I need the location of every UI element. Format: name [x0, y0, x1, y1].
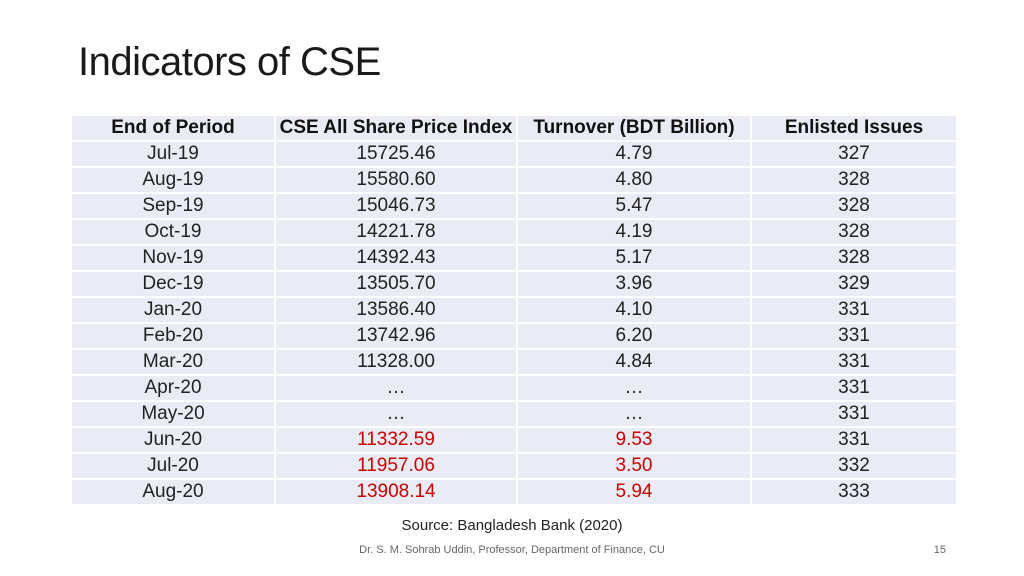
header-enlisted-issues: Enlisted Issues	[752, 116, 956, 140]
table-body: Jul-19 15725.46 4.79 327 Aug-19 15580.60 4.80 3…	[72, 142, 956, 504]
cell-turnover: 3.96	[518, 272, 750, 296]
cell-turnover: 4.19	[518, 220, 750, 244]
table-row: Sep-19 15046.73 5.47 328	[72, 194, 956, 218]
cell-period: Nov-19	[72, 246, 274, 270]
cell-period: Sep-19	[72, 194, 274, 218]
cell-enlisted-issues: 331	[752, 298, 956, 322]
table-row: Oct-19 14221.78 4.19 328	[72, 220, 956, 244]
cell-enlisted-issues: 331	[752, 428, 956, 452]
cell-turnover: 5.17	[518, 246, 750, 270]
cell-price-index: 11328.00	[276, 350, 516, 374]
footer-author: Dr. S. M. Sohrab Uddin, Professor, Depar…	[359, 544, 665, 556]
cell-period: Aug-19	[72, 168, 274, 192]
cell-period: Oct-19	[72, 220, 274, 244]
cell-enlisted-issues: 331	[752, 376, 956, 400]
table-row: Apr-20…… 331	[72, 376, 956, 400]
cell-enlisted-issues: 331	[752, 402, 956, 426]
table-row: Mar-20 11328.00 4.84 331	[72, 350, 956, 374]
cell-turnover: 6.20	[518, 324, 750, 348]
cell-period: Aug-20	[72, 480, 274, 504]
cell-price-index: 15725.46	[276, 142, 516, 166]
cell-price-index: 11957.06	[276, 454, 516, 478]
table-row: Dec-19 13505.70 3.96 329	[72, 272, 956, 296]
cell-turnover: 5.94	[518, 480, 750, 504]
table-row: Jan-20 13586.40 4.10 331	[72, 298, 956, 322]
cell-turnover: 4.10	[518, 298, 750, 322]
cell-period: Apr-20	[72, 376, 274, 400]
cell-turnover: …	[518, 402, 750, 426]
cell-turnover: 5.47	[518, 194, 750, 218]
cell-enlisted-issues: 329	[752, 272, 956, 296]
header-price-index: CSE All Share Price Index	[276, 116, 516, 140]
table-row: Aug-20 13908.14 5.94 333	[72, 480, 956, 504]
cell-price-index: 15580.60	[276, 168, 516, 192]
cell-turnover: 9.53	[518, 428, 750, 452]
source-note: Source: Bangladesh Bank (2020)	[401, 517, 623, 534]
cell-enlisted-issues: 328	[752, 194, 956, 218]
table-row: Jul-20 11957.06 3.50 332	[72, 454, 956, 478]
table-row: Feb-20 13742.96 6.20 331	[72, 324, 956, 348]
cell-price-index: 11332.59	[276, 428, 516, 452]
cell-period: May-20	[72, 402, 274, 426]
cell-turnover: 4.79	[518, 142, 750, 166]
cell-price-index: 14392.43	[276, 246, 516, 270]
cell-enlisted-issues: 331	[752, 324, 956, 348]
cell-turnover: 4.80	[518, 168, 750, 192]
header-turnover: Turnover (BDT Billion)	[518, 116, 750, 140]
cell-price-index: 13505.70	[276, 272, 516, 296]
table-row: Jul-19 15725.46 4.79 327	[72, 142, 956, 166]
cell-enlisted-issues: 328	[752, 246, 956, 270]
cell-enlisted-issues: 328	[752, 168, 956, 192]
indicators-table: End of Period CSE All Share Price Index …	[70, 114, 958, 506]
table-row: Aug-19 15580.60 4.80 328	[72, 168, 956, 192]
table-header-row: End of Period CSE All Share Price Index …	[72, 116, 956, 140]
cell-turnover: 4.84	[518, 350, 750, 374]
cell-price-index: 13586.40	[276, 298, 516, 322]
table-row: May-20…… 331	[72, 402, 956, 426]
cell-price-index: …	[276, 402, 516, 426]
cell-turnover: 3.50	[518, 454, 750, 478]
cell-period: Mar-20	[72, 350, 274, 374]
page-number: 15	[933, 544, 946, 556]
cell-price-index: 13742.96	[276, 324, 516, 348]
cell-turnover: …	[518, 376, 750, 400]
cell-price-index: …	[276, 376, 516, 400]
cell-period: Jul-19	[72, 142, 274, 166]
cell-enlisted-issues: 331	[752, 350, 956, 374]
cell-period: Dec-19	[72, 272, 274, 296]
cell-period: Jan-20	[72, 298, 274, 322]
cell-enlisted-issues: 328	[752, 220, 956, 244]
cell-period: Feb-20	[72, 324, 274, 348]
page-title: Indicators of CSE	[78, 40, 381, 84]
table-row: Nov-19 14392.43 5.17 328	[72, 246, 956, 270]
cell-price-index: 13908.14	[276, 480, 516, 504]
cell-enlisted-issues: 333	[752, 480, 956, 504]
cell-enlisted-issues: 327	[752, 142, 956, 166]
cell-price-index: 15046.73	[276, 194, 516, 218]
cell-price-index: 14221.78	[276, 220, 516, 244]
cell-period: Jul-20	[72, 454, 274, 478]
table-row: Jun-20 11332.59 9.53 331	[72, 428, 956, 452]
cell-period: Jun-20	[72, 428, 274, 452]
header-end-of-period: End of Period	[72, 116, 274, 140]
cell-enlisted-issues: 332	[752, 454, 956, 478]
